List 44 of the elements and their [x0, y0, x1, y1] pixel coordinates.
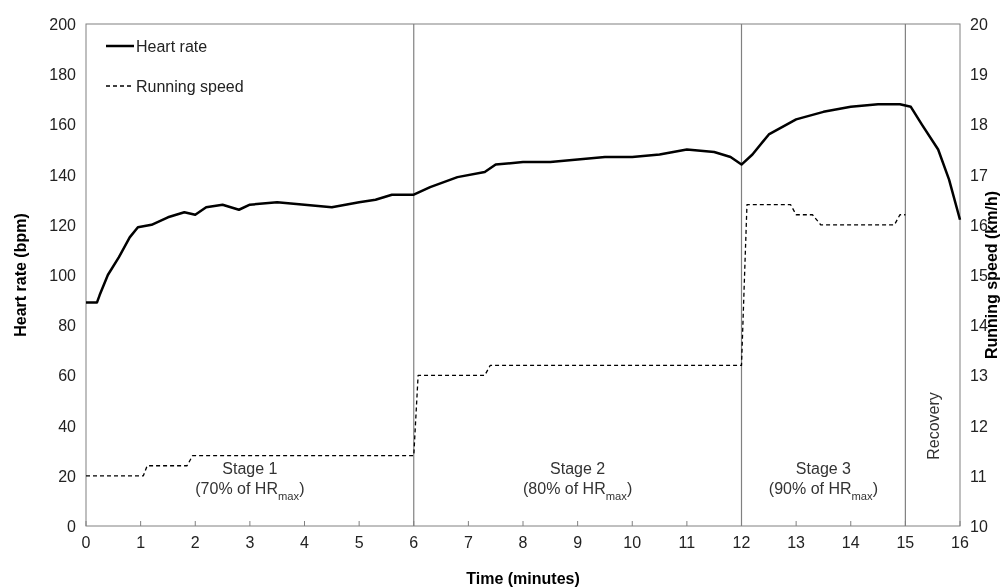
y-tick-label: 180 — [49, 66, 77, 84]
annotation: Recovery — [924, 392, 942, 460]
x-tick-label: 8 — [518, 534, 528, 551]
y2-tick-label: 11 — [970, 467, 987, 485]
annotation: Stage 1 (70% of HR$_{max}$) — [195, 460, 305, 502]
y-tick-label: 100 — [49, 267, 77, 284]
x-axis-title: Time (minutes) — [466, 570, 580, 587]
x-tick-label: 5 — [354, 534, 364, 551]
y2-tick-label: 12 — [970, 417, 988, 435]
x-tick-label: 15 — [896, 534, 915, 551]
legend-label: Running speed — [136, 78, 244, 95]
annotation: Stage 3 (90% of HR$_{max}$) — [768, 460, 879, 502]
x-tick-label: 6 — [409, 534, 419, 551]
x-tick-label: 1 — [136, 534, 146, 551]
x-tick-label: 13 — [787, 534, 806, 551]
y-tick-label: 160 — [49, 116, 77, 134]
y2-tick-label: 13 — [970, 367, 988, 385]
y-tick-label: 0 — [67, 518, 77, 535]
y-tick-label: 40 — [58, 417, 77, 435]
x-tick-label: 16 — [951, 534, 969, 551]
x-tick-label: 12 — [732, 534, 751, 551]
x-tick-label: 11 — [678, 534, 696, 551]
y-tick-label: 120 — [49, 216, 77, 234]
y2-tick-label: 18 — [970, 116, 988, 134]
y2-tick-label: 10 — [970, 518, 988, 535]
y-tick-label: 80 — [58, 317, 77, 335]
x-tick-label: 7 — [463, 534, 473, 551]
y-axis-title: Heart rate (bpm) — [12, 213, 29, 337]
x-tick-label: 2 — [190, 534, 200, 551]
x-tick-label: 4 — [300, 534, 310, 551]
y-tick-label: 140 — [49, 166, 77, 184]
y-tick-label: 200 — [49, 16, 77, 33]
x-tick-label: 14 — [841, 534, 860, 551]
legend-label: Heart rate — [136, 38, 208, 55]
x-tick-label: 0 — [81, 534, 91, 551]
x-tick-label: 10 — [623, 534, 642, 551]
y2-tick-label: 19 — [970, 66, 988, 84]
y-tick-label: 20 — [58, 467, 77, 485]
annotation: Stage 2 (80% of HR$_{max}$) — [523, 460, 633, 502]
y2-tick-label: 20 — [970, 16, 988, 33]
x-tick-label: 3 — [245, 534, 255, 551]
y2-tick-label: 17 — [970, 166, 988, 184]
x-tick-label: 9 — [573, 534, 583, 551]
y-tick-label: 60 — [58, 367, 77, 385]
